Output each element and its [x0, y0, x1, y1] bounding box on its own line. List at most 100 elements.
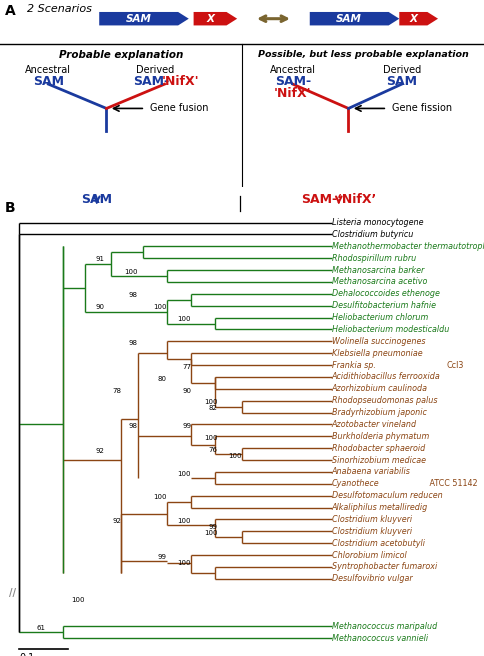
Text: 98: 98 [129, 292, 138, 298]
Text: Desulfotomaculum reducen: Desulfotomaculum reducen [332, 491, 442, 500]
Text: 100: 100 [178, 471, 191, 477]
Text: Chlorobium limicol: Chlorobium limicol [332, 550, 406, 560]
Text: Clostridium kluyveri DSM 555: Clostridium kluyveri DSM 555 [332, 515, 451, 524]
Text: SAM: SAM [126, 14, 151, 24]
Text: Rhodobacter sphaeroides ATCC 17025: Rhodobacter sphaeroides ATCC 17025 [332, 443, 484, 453]
Text: //: // [9, 588, 15, 598]
Text: Rhodobacter sphaeroid: Rhodobacter sphaeroid [332, 443, 425, 453]
Text: Cyanothece: Cyanothece [332, 480, 379, 488]
Text: Clostridium butyricum 5521 MoaA: Clostridium butyricum 5521 MoaA [332, 230, 469, 239]
FancyArrow shape [194, 12, 237, 26]
Text: Methanococcus vannielii SB: Methanococcus vannielii SB [332, 634, 443, 643]
Text: Sinorhizobium medicae: Sinorhizobium medicae [332, 455, 428, 464]
Text: 100: 100 [228, 453, 242, 459]
Text: 100: 100 [204, 435, 218, 441]
Text: Ancestral: Ancestral [25, 64, 72, 75]
Text: Klebsiella pneumoniae: Klebsiella pneumoniae [332, 349, 422, 358]
Text: Clostridium acetobutyli: Clostridium acetobutyli [332, 539, 424, 548]
Text: Bradyrhizobium japonic: Bradyrhizobium japonic [332, 408, 426, 417]
Text: Methanothermobacter thermautotrophicu: Methanothermobacter thermautotrophicu [332, 242, 484, 251]
Text: Heliobacterium modesticaldu: Heliobacterium modesticaldu [332, 325, 449, 334]
Text: Clostridium acetobutylicum ATCC 824: Clostridium acetobutylicum ATCC 824 [332, 539, 484, 548]
Text: Azorhizobium caulinoda: Azorhizobium caulinoda [332, 384, 427, 394]
Text: 100: 100 [178, 316, 191, 322]
Text: Desulfovibrio vulgar: Desulfovibrio vulgar [332, 574, 412, 583]
Text: Methanosarcina acetivo: Methanosarcina acetivo [332, 277, 427, 287]
Text: 100: 100 [153, 495, 167, 501]
Text: Bradyrhizobium japonicum USDA 110: Bradyrhizobium japonicum USDA 110 [332, 408, 483, 417]
Text: Alkaliphilus metalliredigenes QYMF: Alkaliphilus metalliredigenes QYMF [332, 503, 472, 512]
Text: Clostridium butyricu: Clostridium butyricu [332, 230, 413, 239]
Text: Syntrophobacter fumaroxidans MPOB: Syntrophobacter fumaroxidans MPOB [332, 562, 483, 571]
Text: Rhodospirillum rubru: Rhodospirillum rubru [332, 254, 416, 262]
Text: Methanosarcina acetivorans C2A: Methanosarcina acetivorans C2A [332, 277, 464, 287]
Text: Rhodospirillum rubrum ATCC 11170: Rhodospirillum rubrum ATCC 11170 [332, 254, 475, 262]
Text: Derived: Derived [136, 64, 174, 75]
Text: 82: 82 [209, 405, 218, 411]
Text: 77: 77 [182, 364, 191, 370]
Text: Desulfitobacterium hafniense Y51: Desulfitobacterium hafniense Y51 [332, 301, 468, 310]
Text: Desulfotomaculum reducens MI-1: Desulfotomaculum reducens MI-1 [332, 491, 467, 500]
Text: SAM: SAM [386, 75, 417, 88]
Text: 92: 92 [95, 448, 104, 454]
Text: X: X [206, 14, 214, 24]
Text: 100: 100 [204, 400, 218, 405]
Text: Methanothermobacter thermautotrophicus Delta H: Methanothermobacter thermautotrophicus D… [332, 242, 484, 251]
Text: Heliobacterium modesticaldum Ice1: Heliobacterium modesticaldum Ice1 [332, 325, 478, 334]
Text: X: X [409, 14, 417, 24]
Text: ATCC 51142: ATCC 51142 [427, 480, 478, 488]
Text: Gene fusion: Gene fusion [150, 104, 209, 113]
Text: Dehalococcoides ethenoge: Dehalococcoides ethenoge [332, 289, 439, 298]
Text: Desulfovibrio vulgaris str. Hildenborough: Desulfovibrio vulgaris str. Hildenboroug… [332, 574, 484, 583]
Text: 98: 98 [129, 340, 138, 346]
Text: Desulfitobacterium hafnie: Desulfitobacterium hafnie [332, 301, 436, 310]
Text: Clostridium kluyveri DSM 555*: Clostridium kluyveri DSM 555* [332, 527, 455, 536]
Text: 100: 100 [71, 596, 85, 603]
Text: A: A [5, 4, 15, 18]
Text: CcI3: CcI3 [446, 361, 464, 369]
Text: 61: 61 [37, 625, 46, 631]
Text: 100: 100 [178, 518, 191, 524]
Text: Possible, but less probable explanation: Possible, but less probable explanation [257, 50, 469, 58]
Text: Cyanothece ATCC 51142: Cyanothece ATCC 51142 [332, 480, 430, 488]
Text: SAM-: SAM- [275, 75, 311, 88]
Text: 90: 90 [182, 388, 191, 394]
Text: B: B [5, 201, 15, 215]
Text: Heliobacterium chlorum: Heliobacterium chlorum [332, 313, 428, 322]
Text: Rhodopseudomonas palus: Rhodopseudomonas palus [332, 396, 437, 405]
Text: Wolinella succinogenes DSM 1740: Wolinella succinogenes DSM 1740 [332, 337, 469, 346]
FancyArrow shape [310, 12, 399, 26]
Text: 'NifX': 'NifX' [162, 75, 200, 88]
FancyArrow shape [99, 12, 189, 26]
Text: SAM: SAM [336, 14, 362, 24]
Text: Burkholderia phymatum STM815: Burkholderia phymatum STM815 [332, 432, 464, 441]
Text: 0.1: 0.1 [19, 653, 35, 656]
Text: Azorhizobium caulinodans ORS 571: Azorhizobium caulinodans ORS 571 [332, 384, 474, 394]
Text: 'NifX': 'NifX' [274, 87, 312, 100]
Text: Listeria monocytogene: Listeria monocytogene [332, 218, 423, 227]
Text: Alkaliphilus metalliredig: Alkaliphilus metalliredig [332, 503, 428, 512]
Text: 2 Scenarios: 2 Scenarios [27, 4, 91, 14]
Text: Syntrophobacter fumaroxi: Syntrophobacter fumaroxi [332, 562, 437, 571]
Text: Listeria monocytogenes Lo28 MoaA: Listeria monocytogenes Lo28 MoaA [332, 218, 475, 227]
Text: Gene fission: Gene fission [392, 104, 452, 113]
Text: Rhodopseudomonas palustris HaA2: Rhodopseudomonas palustris HaA2 [332, 396, 474, 405]
Text: SAM: SAM [33, 75, 64, 88]
Text: 100: 100 [178, 560, 191, 565]
Text: SAM-‘NifX’: SAM-‘NifX’ [301, 193, 377, 206]
Text: Azotobacter vineland: Azotobacter vineland [332, 420, 417, 429]
Text: 100: 100 [204, 530, 218, 536]
Text: Dehalococcoides ethenogenes 195: Dehalococcoides ethenogenes 195 [332, 289, 472, 298]
Text: Anabaena variabilis ATCC 29413: Anabaena variabilis ATCC 29413 [332, 468, 462, 476]
Text: 91: 91 [95, 256, 104, 262]
Text: 90: 90 [95, 304, 104, 310]
FancyArrow shape [399, 12, 438, 26]
Text: Acidithiobacillus ferrooxidans ATCC 53993: Acidithiobacillus ferrooxidans ATCC 5399… [332, 373, 484, 381]
Text: Burkholderia phymatum: Burkholderia phymatum [332, 432, 429, 441]
Text: Derived: Derived [382, 64, 421, 75]
Text: Clostridium kluyveri: Clostridium kluyveri [332, 515, 412, 524]
Text: 98: 98 [129, 423, 138, 429]
Text: SAM-: SAM- [133, 75, 169, 88]
Text: 100: 100 [124, 269, 138, 275]
Text: Frankia sp.: Frankia sp. [332, 361, 378, 369]
